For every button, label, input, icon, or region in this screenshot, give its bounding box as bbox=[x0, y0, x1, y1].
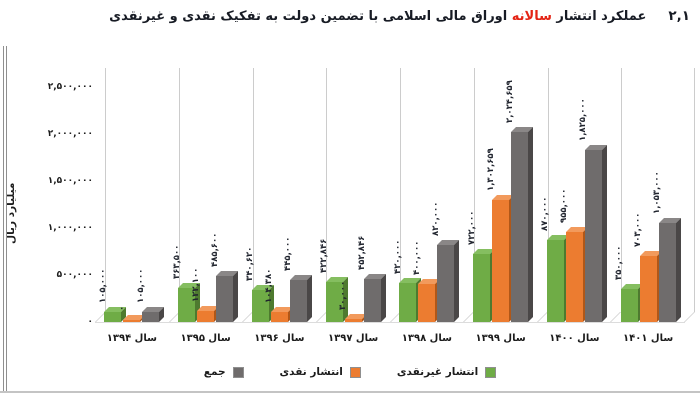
bar-value-label: ۴۲۲,۸۴۶ bbox=[319, 238, 330, 274]
bar-value-label: ۴۵۲,۸۴۶ bbox=[357, 236, 368, 271]
legend-label-total: جمع bbox=[203, 366, 226, 378]
bar-value-label: ۱,۸۲۵,۰۰۰ bbox=[578, 98, 589, 142]
bar-noncash bbox=[473, 249, 496, 322]
bar-value-label: ۷۲۲,۰۰۰ bbox=[466, 210, 477, 246]
bar-value-label: ۳۰,۰۰۰ bbox=[338, 281, 349, 311]
chart-legend: انتشار غیرنقدی انتشار نقدی جمع bbox=[0, 366, 700, 378]
legend-item-noncash: انتشار غیرنقدی bbox=[396, 366, 497, 378]
bar-value-label: ۸۷۰,۰۰۰ bbox=[540, 196, 551, 232]
bar-cash bbox=[197, 305, 220, 322]
bar-side-face bbox=[528, 126, 534, 322]
page-bottom-rule bbox=[0, 391, 700, 393]
legend-label-cash: انتشار نقدی bbox=[279, 366, 343, 378]
chart-title: ۲,۱ عملکرد انتشار سالانه اوراق مالی اسلا… bbox=[109, 8, 690, 24]
bar-cash bbox=[639, 250, 662, 322]
bar-value-label: ۳۶۳,۵۰۰ bbox=[171, 244, 182, 279]
x-axis-label: سال ۱۴۰۱ bbox=[623, 333, 674, 344]
bar-value-label: ۹۵۵,۰۰۰ bbox=[559, 188, 570, 224]
y-axis-tick: ۱,۵۰۰,۰۰۰ bbox=[47, 176, 93, 186]
bar-value-label: ۱۰۵,۰۰۰ bbox=[97, 268, 108, 304]
bar-cash bbox=[123, 315, 146, 322]
x-axis-label: سال ۱۳۹۷ bbox=[328, 333, 379, 344]
bar-value-label: ۴۴۵,۰۰۰ bbox=[283, 236, 294, 272]
bar-value-label: ۳۴۰,۶۲۰ bbox=[245, 246, 256, 281]
bar-noncash bbox=[178, 282, 201, 322]
y-axis-tick: ۱,۰۰۰,۰۰۰ bbox=[47, 223, 93, 233]
bar-side-face bbox=[306, 275, 312, 322]
x-axis-label: سال ۱۳۹۵ bbox=[180, 333, 231, 344]
bar-value-label: ۸۲۰,۰۰۰ bbox=[430, 201, 441, 236]
bar-noncash bbox=[104, 307, 127, 322]
x-axis-label: سال ۱۳۹۸ bbox=[401, 333, 452, 344]
wall-panel bbox=[178, 68, 253, 312]
y-axis-tick: ۲,۵۰۰,۰۰۰ bbox=[47, 82, 93, 92]
bar-noncash bbox=[620, 284, 643, 322]
bar-total bbox=[511, 126, 534, 322]
bar-side-face bbox=[675, 218, 681, 322]
legend-swatch-total bbox=[232, 366, 244, 378]
bar-value-label: ۴۰۰,۰۰۰ bbox=[411, 241, 422, 276]
y-axis-tick: ۰ bbox=[87, 317, 94, 327]
bar-side-face bbox=[233, 271, 239, 322]
bar-total bbox=[216, 271, 239, 322]
bar-total bbox=[437, 239, 460, 322]
title-highlight: سالانه bbox=[511, 9, 552, 24]
bar-value-label: ۱,۰۵۳,۰۰۰ bbox=[652, 171, 663, 215]
bar-cash bbox=[565, 227, 588, 322]
bar-value-label: ۲,۰۲۴,۶۵۹ bbox=[504, 79, 515, 123]
page-border-line-outer bbox=[3, 46, 4, 392]
bar-cash bbox=[270, 307, 293, 322]
bar-cash bbox=[418, 279, 441, 322]
bar-side-face bbox=[454, 239, 460, 322]
wall-panel bbox=[473, 68, 548, 312]
bar-total bbox=[142, 307, 165, 322]
bar-total bbox=[658, 218, 681, 322]
wall-panel bbox=[105, 68, 179, 312]
x-axis-label: سال ۱۳۹۹ bbox=[475, 333, 526, 344]
title-text: عملکرد انتشار سالانه اوراق مالی اسلامی ب… bbox=[109, 9, 646, 24]
y-axis-tick: ۲,۰۰۰,۰۰۰ bbox=[47, 129, 93, 139]
wall-panel bbox=[326, 68, 400, 312]
bar-value-label: ۴۲۰,۰۰۰ bbox=[392, 239, 403, 274]
bar-total bbox=[584, 145, 607, 322]
legend-item-total: جمع bbox=[204, 366, 244, 378]
bar-cash bbox=[492, 194, 515, 322]
y-axis-title: میلیارد ریال bbox=[5, 182, 17, 244]
wall-panel bbox=[621, 68, 695, 312]
legend-swatch-cash bbox=[349, 366, 361, 378]
bar-value-label: ۰ bbox=[116, 305, 127, 312]
page-border-line-inner bbox=[6, 46, 7, 392]
legend-label-noncash: انتشار غیرنقدی bbox=[396, 366, 479, 378]
bar-value-label: ۱۰۴,۳۸۰ bbox=[264, 268, 275, 304]
bar-total bbox=[363, 274, 386, 322]
y-axis-tick: ۵۰۰,۰۰۰ bbox=[56, 270, 93, 280]
bar-noncash bbox=[325, 277, 348, 322]
bar-side-face bbox=[601, 145, 607, 322]
bar-side-face bbox=[380, 274, 386, 322]
legend-item-cash: انتشار نقدی bbox=[280, 366, 361, 378]
x-axis-label: سال ۱۳۹۴ bbox=[106, 333, 157, 344]
bar-noncash bbox=[251, 284, 274, 322]
bar-value-label: ۷۰۳,۰۰۰ bbox=[633, 212, 644, 247]
wall-panel bbox=[400, 68, 474, 312]
bar-noncash bbox=[546, 235, 569, 322]
title-pre: عملکرد انتشار bbox=[556, 9, 647, 24]
bar-value-label: ۳۵۰,۰۰۰ bbox=[614, 245, 625, 281]
bar-noncash bbox=[399, 277, 422, 322]
section-number: ۲,۱ bbox=[668, 8, 690, 24]
bar-total bbox=[289, 275, 312, 322]
wall-panel bbox=[547, 68, 622, 312]
x-axis-baseline bbox=[95, 322, 685, 323]
bar-value-label: ۱,۳۰۲,۶۵۹ bbox=[485, 147, 496, 191]
x-axis-label: سال ۱۳۹۶ bbox=[254, 333, 305, 344]
title-post: اوراق مالی اسلامی با تضمین دولت به تفکیک… bbox=[109, 9, 508, 24]
legend-swatch-noncash bbox=[485, 366, 497, 378]
bar-value-label: ۱۰۵,۰۰۰ bbox=[135, 268, 146, 304]
bar-value-label: ۱۲۲,۱۰۰ bbox=[190, 267, 201, 302]
bar-cash bbox=[344, 314, 367, 322]
wall-panel bbox=[252, 68, 327, 312]
bar-value-label: ۴۸۵,۶۰۰ bbox=[209, 232, 220, 268]
x-axis-label: سال ۱۴۰۰ bbox=[549, 333, 600, 344]
